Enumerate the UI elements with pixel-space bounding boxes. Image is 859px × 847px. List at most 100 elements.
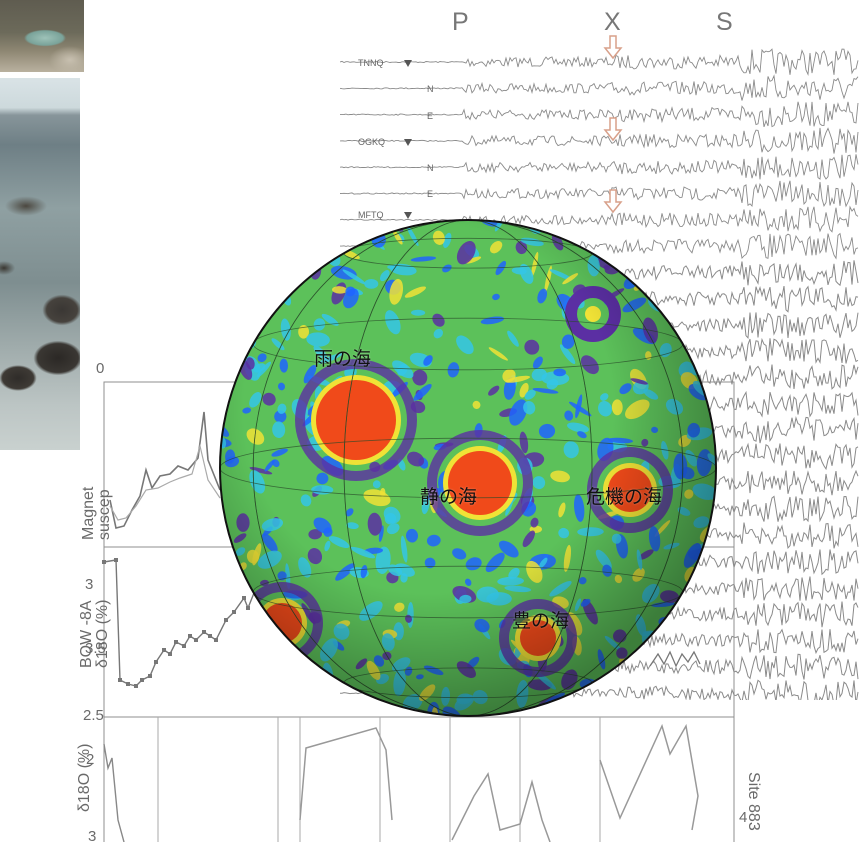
bow-tick-3-5: 3.5 xyxy=(85,640,106,657)
gravity-anomaly xyxy=(676,656,706,684)
gravity-anomaly xyxy=(643,693,660,711)
bow-point xyxy=(134,684,138,688)
mare-tranquillitatis-label: 静の海 xyxy=(420,482,477,509)
gravity-anomaly xyxy=(681,312,689,323)
gravity-anomaly xyxy=(253,692,259,708)
lower-curve-mid2 xyxy=(452,774,550,842)
gravity-anomaly xyxy=(680,246,691,257)
gravity-anomaly xyxy=(651,699,663,710)
gravity-anomaly xyxy=(628,218,649,232)
gravity-anomaly xyxy=(318,218,333,226)
gravity-anomaly xyxy=(683,594,703,611)
gravity-anomaly xyxy=(664,264,690,286)
gravity-anomaly xyxy=(685,293,703,313)
bow-point xyxy=(162,648,166,652)
gravity-anomaly xyxy=(615,218,625,231)
gravity-anomaly xyxy=(272,652,284,663)
gravity-anomaly xyxy=(226,647,248,671)
gravity-anomaly xyxy=(541,708,566,718)
gravity-anomaly xyxy=(672,221,694,240)
gravity-anomaly xyxy=(343,218,362,229)
station-ogkq-marker xyxy=(404,139,412,146)
gravity-anomaly xyxy=(226,616,236,630)
gravity-anomaly xyxy=(710,265,718,273)
gravity-anomaly xyxy=(662,226,686,245)
gravity-anomaly xyxy=(676,305,703,319)
gravity-anomaly xyxy=(271,693,289,713)
gravity-anomaly xyxy=(703,574,718,599)
phase-s-label: S xyxy=(716,8,734,37)
gravity-anomaly xyxy=(695,596,713,602)
gravity-anomaly xyxy=(699,700,716,718)
gravity-anomaly xyxy=(594,218,607,229)
bow-point xyxy=(102,560,106,564)
gravity-anomaly xyxy=(226,610,242,631)
gravity-anomaly xyxy=(222,700,235,711)
gravity-anomaly xyxy=(265,639,284,660)
gravity-anomaly xyxy=(672,218,682,231)
gravity-anomaly xyxy=(678,614,693,634)
gravity-anomaly xyxy=(622,232,638,245)
gravity-anomaly xyxy=(301,224,320,250)
gravity-anomaly xyxy=(249,279,265,295)
bow-point xyxy=(154,660,158,664)
gravity-anomaly xyxy=(659,690,680,707)
gravity-anomaly xyxy=(627,222,644,236)
station-ogkq-e-label: E xyxy=(427,189,433,199)
magnetic-curve-light xyxy=(110,446,220,520)
gravity-anomaly xyxy=(322,222,336,236)
gravity-anomaly xyxy=(231,318,244,342)
bow-tick-2-5: 2.5 xyxy=(83,707,104,724)
gravity-anomaly xyxy=(229,660,240,686)
gravity-anomaly xyxy=(687,587,703,604)
bow-point xyxy=(140,678,144,682)
gravity-anomaly xyxy=(646,677,673,698)
gravity-anomaly xyxy=(673,303,692,322)
phase-x-label: X xyxy=(604,8,622,37)
station-tnnq-n-label: N xyxy=(427,84,434,94)
bow-label-2: δ18O (%) xyxy=(94,600,112,668)
mare-imbrium-label: 雨の海 xyxy=(314,344,371,371)
gravity-anomaly xyxy=(233,246,249,264)
seismic-trace xyxy=(340,76,858,101)
gravity-anomaly xyxy=(656,278,675,299)
gravity-anomaly xyxy=(260,238,269,249)
gravity-anomaly xyxy=(696,349,708,361)
gravity-anomaly xyxy=(218,663,230,687)
bow-point xyxy=(188,634,192,638)
gravity-anomaly xyxy=(646,643,659,652)
station-tnnq-e-label: E xyxy=(427,111,433,121)
gravity-anomaly xyxy=(584,224,609,247)
station-ogkq-label: OGKQ xyxy=(358,137,385,147)
rock-pool-photo xyxy=(0,0,84,72)
x-arrow-3 xyxy=(605,190,621,212)
gravity-anomaly xyxy=(240,294,263,320)
bow-point xyxy=(202,630,206,634)
gravity-anomaly xyxy=(249,661,268,684)
gravity-anomaly xyxy=(697,218,705,225)
gravity-anomaly xyxy=(582,693,607,710)
gravity-anomaly xyxy=(237,343,248,355)
gravity-anomaly xyxy=(295,229,306,241)
gravity-anomaly xyxy=(631,664,641,675)
gravity-anomaly xyxy=(584,692,597,718)
lower-curve-right xyxy=(600,726,698,830)
station-tnnq-marker xyxy=(404,60,412,67)
gravity-anomaly xyxy=(236,707,260,718)
gravity-anomaly xyxy=(220,232,230,247)
gravity-anomaly xyxy=(313,221,334,233)
bow-point xyxy=(114,558,118,562)
gravity-anomaly xyxy=(699,643,716,657)
gravity-anomaly xyxy=(286,663,294,682)
magnetic-label-2: suscep xyxy=(96,489,114,540)
magnetic-axis-zero: 0 xyxy=(96,360,104,377)
bow-point xyxy=(148,674,152,678)
gravity-anomaly xyxy=(671,658,679,667)
gravity-anomaly xyxy=(674,251,690,263)
coastal-boulders-photo xyxy=(0,78,80,450)
gravity-anomaly xyxy=(218,695,223,710)
phase-p-label: P xyxy=(452,8,470,37)
gravity-anomaly xyxy=(658,669,674,695)
gravity-anomaly xyxy=(708,671,718,697)
lower-tick-2: 2 xyxy=(86,751,94,768)
